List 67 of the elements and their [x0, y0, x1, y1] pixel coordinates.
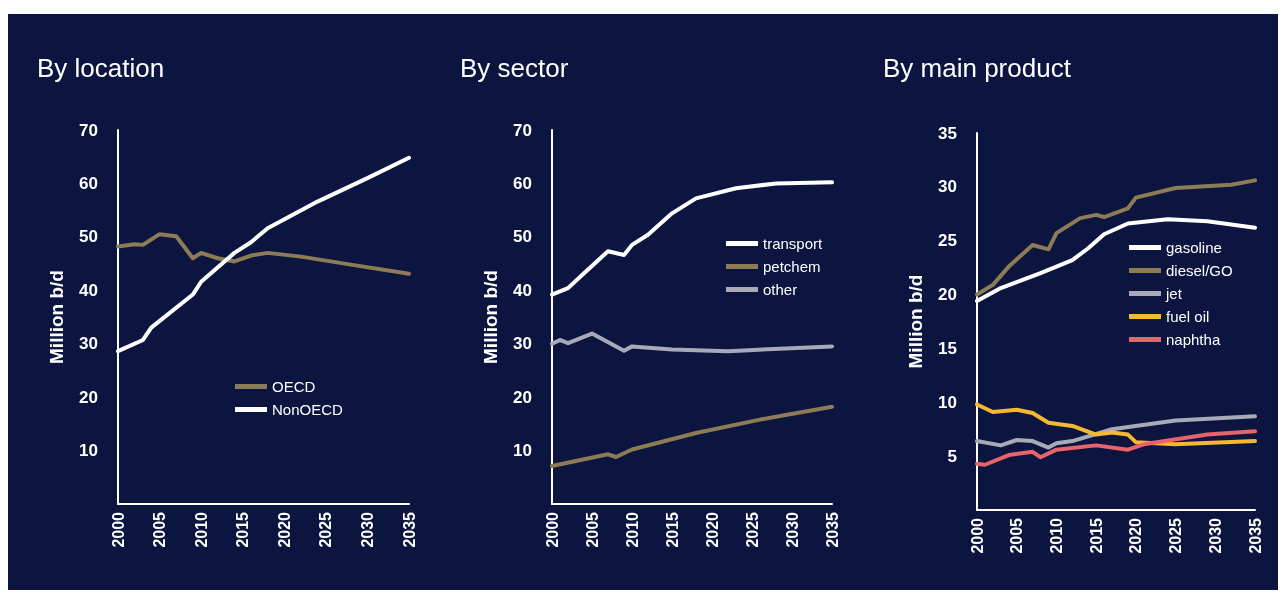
y-tick-label: 20 [79, 387, 98, 407]
x-tick-label: 2020 [275, 511, 293, 548]
x-tick-label: 2000 [543, 511, 561, 548]
x-tick-label: 2005 [151, 511, 169, 548]
x-tick-label: 2025 [1167, 517, 1185, 554]
x-tick-label: 2025 [743, 511, 761, 548]
chart-title: By sector [460, 53, 569, 83]
line-series [550, 331, 834, 354]
y-tick-label: 60 [513, 173, 532, 193]
x-tick-label: 2035 [823, 511, 841, 548]
x-tick-label: 2015 [663, 511, 681, 548]
y-tick-label: 10 [513, 441, 532, 461]
line-series [975, 414, 1257, 450]
x-tick-label: 2030 [1206, 517, 1224, 554]
y-tick-label: 60 [79, 173, 98, 193]
x-tick-label: 2005 [1008, 517, 1026, 554]
y-tick-label: 50 [513, 227, 532, 247]
y-tick-label: 25 [938, 231, 957, 251]
y-axis-title: Million b/d [480, 270, 501, 364]
x-tick-label: 2010 [192, 511, 210, 548]
line-series [116, 232, 411, 276]
legend-label: gasoline [1166, 239, 1222, 256]
y-tick-label: 70 [513, 120, 532, 140]
legend-label: OECD [272, 378, 316, 395]
legend-label: transport [763, 235, 824, 252]
y-tick-label: 10 [79, 441, 98, 461]
y-tick-label: 40 [513, 280, 532, 300]
y-tick-label: 35 [938, 123, 957, 143]
x-tick-label: 2030 [358, 511, 376, 548]
line-series [550, 404, 834, 469]
legend-label: petchem [763, 258, 821, 275]
y-tick-label: 50 [79, 227, 98, 247]
y-tick-label: 15 [938, 338, 957, 358]
y-tick-label: 40 [79, 280, 98, 300]
legend-label: NonOECD [272, 401, 344, 418]
chart-title: By main product [883, 53, 1072, 83]
legend-label: other [763, 281, 798, 298]
y-tick-label: 10 [938, 392, 957, 412]
y-tick-label: 5 [947, 446, 957, 466]
legend-label: fuel oil [1166, 308, 1210, 325]
y-tick-label: 30 [79, 334, 98, 354]
x-tick-label: 2020 [703, 511, 721, 548]
y-tick-label: 20 [513, 387, 532, 407]
y-tick-label: 70 [79, 120, 98, 140]
x-tick-label: 2010 [623, 511, 641, 548]
legend-label: diesel/GO [1166, 262, 1233, 279]
x-tick-label: 2000 [968, 517, 986, 554]
y-tick-label: 30 [513, 334, 532, 354]
x-tick-label: 2005 [583, 511, 601, 548]
line-series [975, 402, 1257, 447]
x-tick-label: 2015 [1087, 517, 1105, 554]
x-tick-label: 2030 [783, 511, 801, 548]
x-tick-label: 2035 [1246, 517, 1264, 554]
legend-label: jet [1165, 285, 1183, 302]
y-tick-label: 20 [938, 285, 957, 305]
y-axis-title: Million b/d [46, 270, 67, 364]
x-tick-label: 2020 [1127, 517, 1145, 554]
y-tick-label: 30 [938, 177, 957, 197]
x-tick-label: 2015 [234, 511, 252, 548]
chart-title: By location [37, 53, 165, 83]
y-axis-title: Million b/d [905, 274, 926, 369]
line-series [975, 429, 1257, 467]
x-tick-label: 2025 [317, 511, 335, 548]
x-tick-label: 2010 [1047, 517, 1065, 554]
legend-label: naphtha [1166, 331, 1221, 348]
x-tick-label: 2000 [109, 511, 127, 548]
x-tick-label: 2035 [400, 511, 418, 548]
